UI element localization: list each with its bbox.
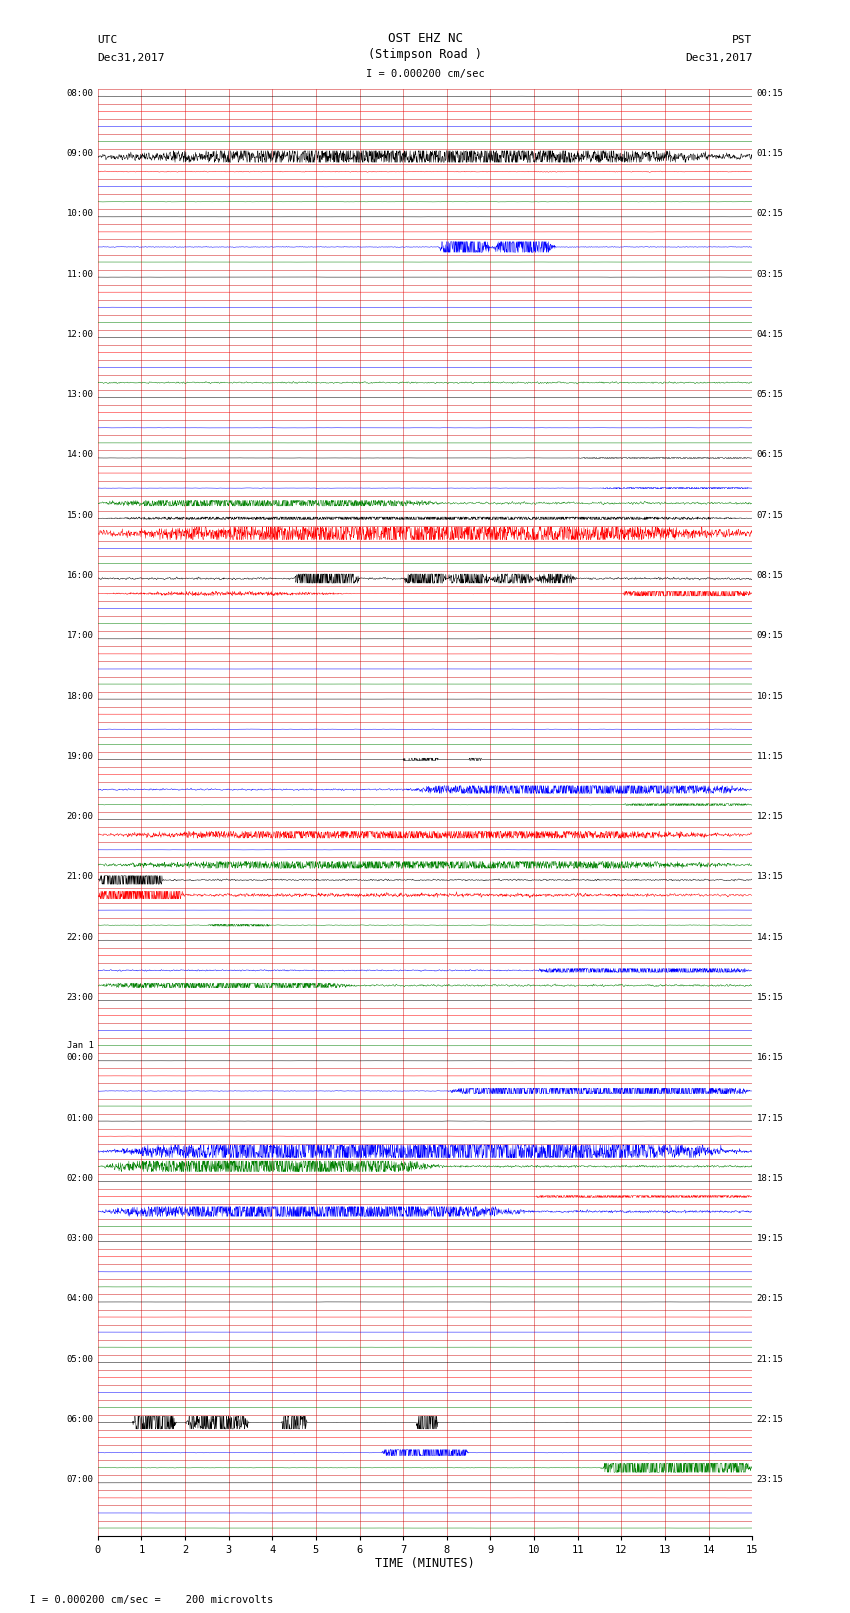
Text: 07:00: 07:00 [66,1476,94,1484]
Text: UTC: UTC [98,35,118,45]
Text: 02:15: 02:15 [756,210,784,218]
Text: 03:00: 03:00 [66,1234,94,1244]
Text: 10:00: 10:00 [66,210,94,218]
Text: 07:15: 07:15 [756,511,784,519]
Text: 17:00: 17:00 [66,631,94,640]
Text: I = 0.000200 cm/sec =    200 microvolts: I = 0.000200 cm/sec = 200 microvolts [17,1595,273,1605]
Text: 08:15: 08:15 [756,571,784,581]
Text: 06:15: 06:15 [756,450,784,460]
Text: 11:15: 11:15 [756,752,784,761]
Text: I = 0.000200 cm/sec: I = 0.000200 cm/sec [366,69,484,79]
Text: 04:00: 04:00 [66,1294,94,1303]
Text: 11:00: 11:00 [66,269,94,279]
Text: 06:00: 06:00 [66,1415,94,1424]
Text: 14:15: 14:15 [756,932,784,942]
Text: 16:15: 16:15 [756,1053,784,1063]
Text: 22:00: 22:00 [66,932,94,942]
Text: 20:00: 20:00 [66,813,94,821]
Text: 21:15: 21:15 [756,1355,784,1363]
Text: 05:15: 05:15 [756,390,784,398]
Text: 21:00: 21:00 [66,873,94,881]
Text: 23:00: 23:00 [66,994,94,1002]
Text: OST EHZ NC: OST EHZ NC [388,32,462,45]
Text: PST: PST [732,35,752,45]
Text: 10:15: 10:15 [756,692,784,700]
Text: 05:00: 05:00 [66,1355,94,1363]
Text: 18:15: 18:15 [756,1174,784,1182]
Text: 09:15: 09:15 [756,631,784,640]
Text: 09:00: 09:00 [66,148,94,158]
Text: 15:15: 15:15 [756,994,784,1002]
Text: Dec31,2017: Dec31,2017 [685,53,752,63]
Text: 18:00: 18:00 [66,692,94,700]
Text: 03:15: 03:15 [756,269,784,279]
Text: 17:15: 17:15 [756,1113,784,1123]
Text: 00:00: 00:00 [66,1053,94,1063]
Text: 20:15: 20:15 [756,1294,784,1303]
Text: 12:15: 12:15 [756,813,784,821]
Text: 14:00: 14:00 [66,450,94,460]
Text: 04:15: 04:15 [756,331,784,339]
Text: 16:00: 16:00 [66,571,94,581]
Text: Dec31,2017: Dec31,2017 [98,53,165,63]
Text: 13:15: 13:15 [756,873,784,881]
Text: 00:15: 00:15 [756,89,784,98]
Text: 01:00: 01:00 [66,1113,94,1123]
Text: 15:00: 15:00 [66,511,94,519]
Text: 19:15: 19:15 [756,1234,784,1244]
Text: 08:00: 08:00 [66,89,94,98]
X-axis label: TIME (MINUTES): TIME (MINUTES) [375,1558,475,1571]
Text: 13:00: 13:00 [66,390,94,398]
Text: Jan 1: Jan 1 [66,1040,94,1050]
Text: (Stimpson Road ): (Stimpson Road ) [368,48,482,61]
Text: 02:00: 02:00 [66,1174,94,1182]
Text: 23:15: 23:15 [756,1476,784,1484]
Text: 01:15: 01:15 [756,148,784,158]
Text: 22:15: 22:15 [756,1415,784,1424]
Text: 12:00: 12:00 [66,331,94,339]
Text: 19:00: 19:00 [66,752,94,761]
